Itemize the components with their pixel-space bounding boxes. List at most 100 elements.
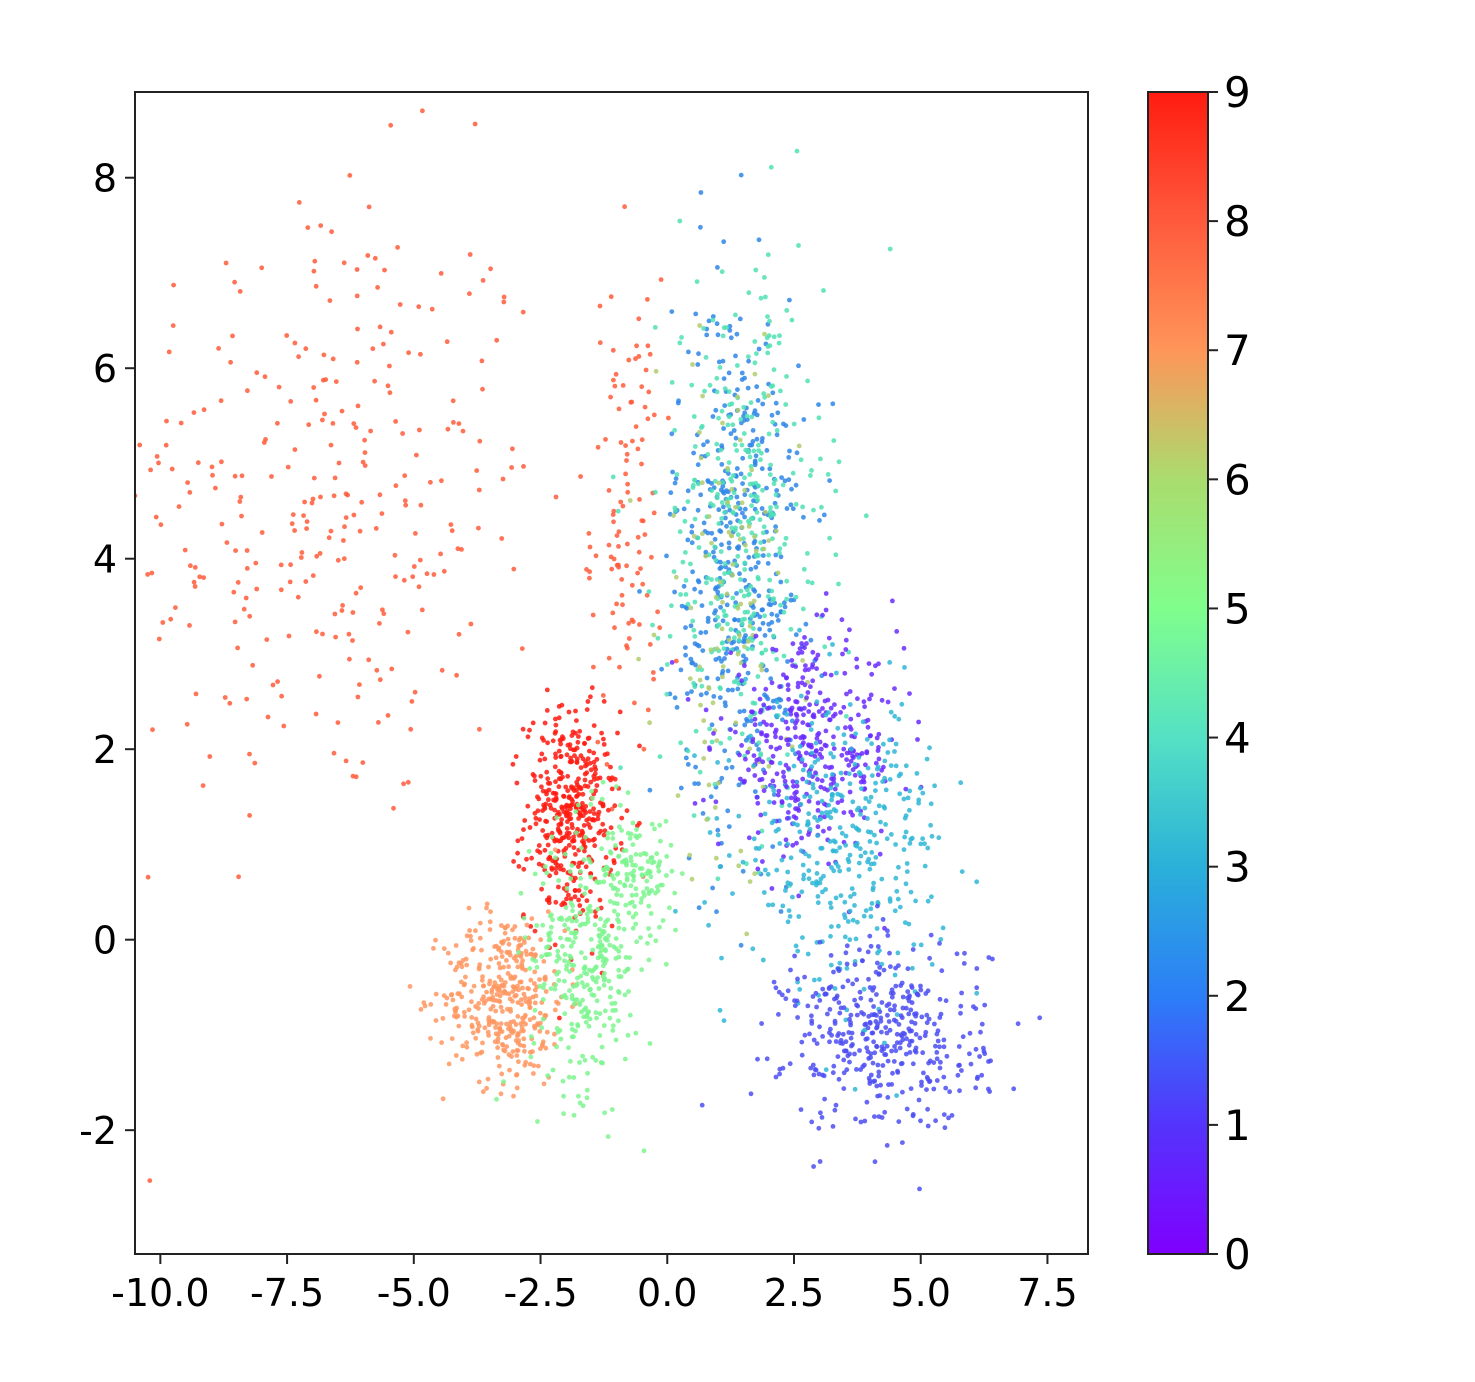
data-point <box>529 855 534 861</box>
data-point <box>690 362 695 367</box>
data-point <box>542 847 548 853</box>
data-point <box>578 785 583 791</box>
data-point <box>405 629 411 635</box>
data-point <box>708 794 714 800</box>
data-point <box>566 842 572 848</box>
data-point <box>876 803 882 809</box>
data-point <box>827 1039 832 1045</box>
data-point <box>728 495 733 501</box>
data-point <box>837 960 843 966</box>
data-point <box>637 622 642 627</box>
data-point <box>200 783 206 788</box>
data-point <box>606 807 611 813</box>
data-point <box>917 785 923 791</box>
data-point <box>893 763 899 769</box>
data-point <box>543 1013 549 1018</box>
data-point <box>862 850 868 856</box>
data-point <box>553 755 559 760</box>
data-point <box>525 803 531 809</box>
data-point <box>467 291 472 297</box>
data-point <box>756 740 762 746</box>
data-point <box>769 611 775 617</box>
data-point <box>802 1032 808 1038</box>
data-point <box>568 943 574 949</box>
data-point <box>756 870 762 875</box>
data-point <box>777 546 783 551</box>
data-point <box>564 886 570 891</box>
data-point <box>711 549 716 555</box>
data-point <box>819 798 825 804</box>
data-point <box>618 499 624 505</box>
data-point <box>868 692 874 698</box>
data-point <box>610 836 616 841</box>
data-point <box>444 339 450 345</box>
data-point <box>643 367 649 373</box>
data-point <box>454 672 459 678</box>
data-point <box>666 415 671 421</box>
data-point <box>746 290 752 296</box>
data-point <box>848 1012 854 1018</box>
data-point <box>758 457 763 463</box>
data-point <box>593 767 599 772</box>
data-point <box>848 726 854 732</box>
data-point <box>376 720 381 725</box>
data-point <box>754 510 760 515</box>
data-point <box>574 756 580 762</box>
data-point <box>726 540 732 546</box>
data-point <box>726 758 732 763</box>
data-point <box>765 871 771 877</box>
data-point <box>790 641 796 647</box>
y-tick-label: 8 <box>93 157 117 201</box>
data-point <box>800 504 805 510</box>
data-point <box>781 609 787 615</box>
data-point <box>885 1095 891 1100</box>
data-point <box>730 891 735 896</box>
data-point <box>639 866 645 871</box>
data-point <box>847 789 853 795</box>
data-point <box>719 955 724 961</box>
data-point <box>794 783 800 789</box>
data-point <box>355 326 360 332</box>
data-point <box>692 477 698 483</box>
data-point <box>828 785 834 791</box>
data-point <box>276 384 282 390</box>
data-point <box>783 402 789 407</box>
data-point <box>947 1089 952 1095</box>
data-point <box>833 848 839 854</box>
data-point <box>754 553 759 559</box>
data-point <box>742 567 748 572</box>
data-point <box>918 987 924 993</box>
data-point <box>753 633 759 639</box>
data-point <box>533 821 539 827</box>
data-point <box>488 909 493 915</box>
data-point <box>888 763 894 768</box>
data-point <box>650 670 656 675</box>
data-point <box>527 1017 533 1023</box>
data-point <box>543 989 549 994</box>
data-point <box>464 1040 469 1046</box>
data-point <box>593 914 599 919</box>
data-point <box>571 939 576 945</box>
data-point <box>768 505 773 510</box>
data-point <box>602 923 607 929</box>
data-point <box>864 750 870 756</box>
data-point <box>582 777 588 783</box>
data-point <box>510 446 515 452</box>
data-point <box>836 923 841 929</box>
colorbar-tick-label: 8 <box>1224 197 1251 246</box>
data-point <box>925 845 931 851</box>
data-point <box>668 490 674 496</box>
data-point <box>925 898 931 904</box>
data-point <box>705 478 711 483</box>
data-point <box>927 955 932 961</box>
data-point <box>728 727 733 732</box>
data-point <box>897 904 903 910</box>
data-point <box>773 727 779 733</box>
data-point <box>767 318 772 324</box>
data-point <box>854 656 859 662</box>
data-point <box>459 547 464 552</box>
data-point <box>832 1107 838 1113</box>
data-point <box>317 673 322 679</box>
data-point <box>769 722 774 728</box>
